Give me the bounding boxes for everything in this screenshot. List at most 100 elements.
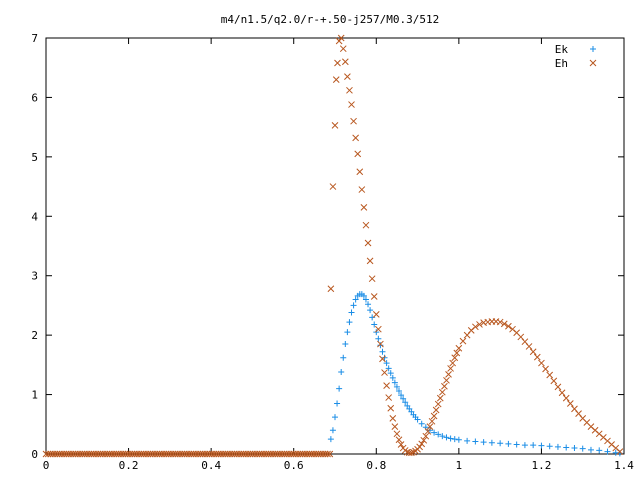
data-point-ek [393, 383, 400, 390]
data-point-eh [562, 394, 570, 402]
data-point-eh [377, 340, 384, 348]
data-point-ek [369, 314, 376, 321]
data-point-eh [546, 371, 554, 379]
data-point-eh [432, 406, 440, 414]
data-point-eh [332, 76, 340, 83]
data-point-eh [370, 293, 378, 300]
data-point-eh [354, 150, 362, 158]
data-point-ek [344, 329, 351, 336]
y-tick-label: 1 [31, 389, 38, 402]
data-point-eh [389, 414, 397, 422]
data-point-ek [431, 429, 438, 436]
data-point-eh [441, 382, 448, 390]
data-point-eh [505, 322, 512, 330]
data-point-eh [472, 323, 479, 331]
data-point-ek [400, 395, 407, 402]
data-point-eh [326, 450, 334, 458]
legend-marker-eh [589, 59, 597, 67]
y-tick-label: 2 [31, 329, 38, 342]
data-point-ek [563, 444, 570, 451]
x-tick-label: 1.4 [614, 459, 634, 472]
chart-title: m4/n1.5/q2.0/r-+.50-j257/M0.3/512 [221, 13, 440, 26]
data-point-eh [554, 383, 562, 391]
plot-area [45, 37, 625, 455]
data-point-ek [391, 379, 398, 386]
data-point-ek [377, 342, 384, 349]
data-point-ek [352, 296, 359, 303]
y-tick-label: 0 [31, 448, 38, 461]
data-point-ek [346, 319, 353, 326]
data-point-ek [389, 374, 396, 381]
data-point-ek [387, 370, 394, 377]
data-point-eh [334, 59, 341, 67]
data-point-eh [436, 394, 444, 402]
data-point-eh [350, 117, 357, 125]
data-point-ek [521, 442, 528, 449]
data-point-eh [348, 101, 355, 108]
x-tick-label: 1 [456, 459, 463, 472]
data-point-ek [443, 434, 450, 441]
data-point-eh [438, 388, 446, 396]
data-point-eh [542, 365, 549, 373]
legend-marker-ek [590, 46, 596, 52]
data-point-ek [455, 436, 462, 443]
y-tick-label: 6 [31, 91, 38, 104]
data-point-eh [368, 275, 376, 283]
data-point-eh [420, 436, 428, 444]
plot-frame [45, 37, 625, 455]
data-point-eh [391, 423, 399, 431]
data-point-eh [383, 382, 390, 390]
data-point-eh [424, 428, 432, 435]
data-point-eh [550, 377, 558, 385]
data-point-eh [408, 449, 415, 457]
data-point-ek [505, 440, 512, 447]
data-point-ek [362, 296, 369, 303]
x-tick-label: 0.8 [366, 459, 386, 472]
data-point-eh [395, 436, 403, 444]
data-point-eh [337, 34, 345, 42]
x-tick-label: 0.6 [284, 459, 304, 472]
data-point-eh [453, 349, 461, 357]
data-point-ek [472, 438, 479, 445]
data-point-ek [367, 307, 374, 314]
data-point-eh [529, 348, 537, 356]
data-point-ek [348, 309, 355, 316]
data-point-ek [435, 431, 442, 438]
data-point-ek [336, 385, 343, 392]
x-tick-label: 0 [43, 459, 50, 472]
data-point-ek [342, 341, 349, 348]
data-point-eh [372, 310, 380, 318]
data-point-eh [500, 320, 508, 328]
data-point-ek [480, 439, 487, 446]
data-point-eh [428, 417, 436, 425]
data-point-eh [327, 285, 335, 293]
data-point-eh [416, 443, 423, 451]
data-point-eh [533, 353, 541, 361]
data-point-ek [439, 433, 446, 440]
data-point-eh [558, 389, 566, 397]
data-point-ek [426, 427, 433, 434]
data-point-eh [397, 441, 405, 448]
data-point-eh [331, 122, 339, 129]
data-point-ek [530, 442, 537, 449]
series-layer [42, 34, 624, 458]
data-point-eh [422, 432, 430, 440]
data-point-ek [447, 435, 454, 442]
data-point-eh [476, 321, 483, 328]
data-point-eh [379, 355, 386, 363]
data-point-eh [447, 365, 454, 372]
x-tick-label: 0.4 [201, 459, 221, 472]
legend: Ek Eh [555, 43, 569, 70]
data-point-eh [538, 359, 545, 367]
data-point-ek [414, 416, 421, 423]
x-tick-label: 1.2 [531, 459, 551, 472]
data-point-eh [356, 168, 364, 176]
y-tick-label: 5 [31, 151, 38, 164]
data-point-ek [350, 302, 357, 309]
data-point-eh [445, 371, 452, 378]
data-point-ek [383, 360, 390, 367]
data-point-eh [451, 354, 459, 362]
data-point-eh [496, 318, 504, 326]
data-point-ek [571, 445, 578, 452]
